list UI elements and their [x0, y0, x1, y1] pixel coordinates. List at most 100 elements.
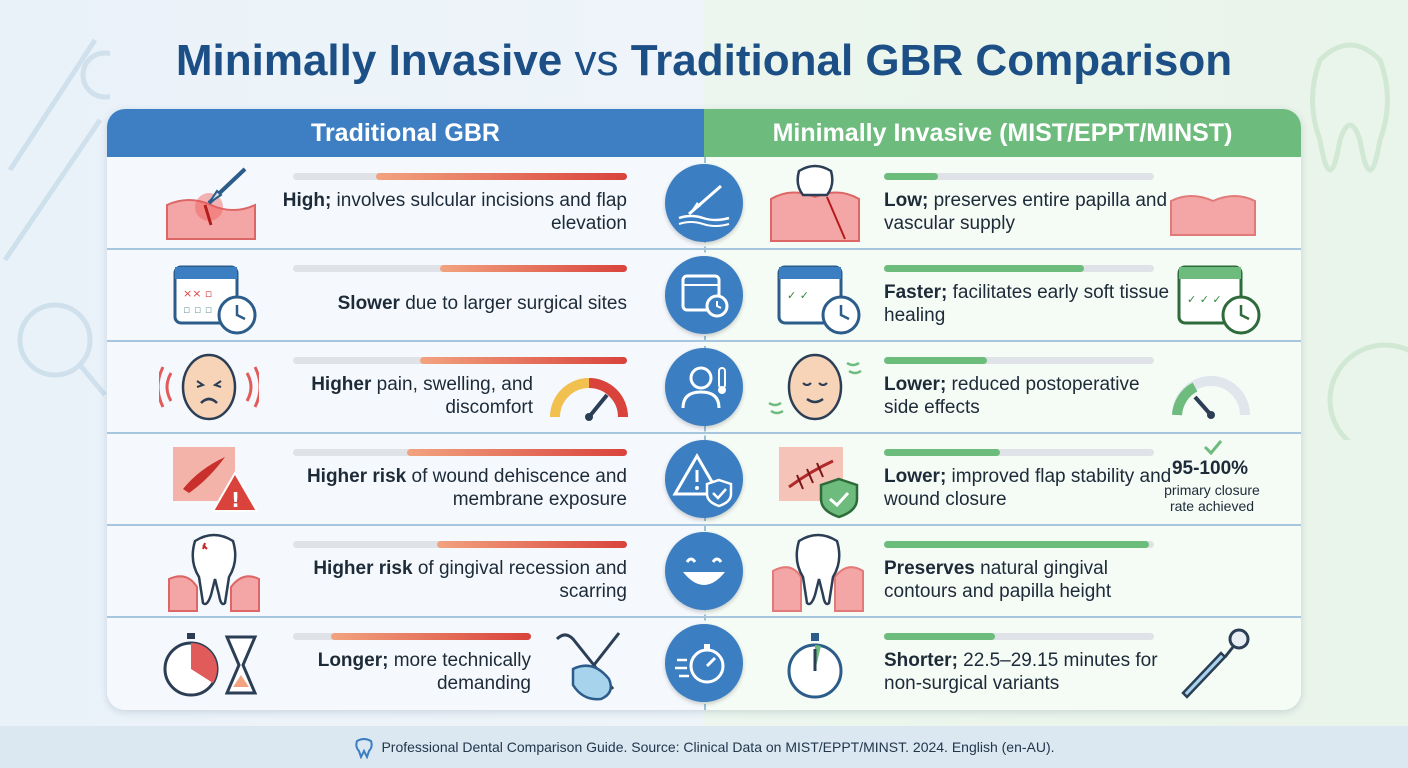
- incision-gum-icon: [166, 167, 256, 240]
- svg-text:▫ ▫ ▫: ▫ ▫ ▫: [183, 303, 212, 316]
- gloved-hand-instrument-icon: [555, 632, 621, 701]
- left-text: Higher risk of gingival recession and sc…: [257, 557, 627, 603]
- center-icon-circle: [665, 256, 743, 334]
- left-rest: pain, swelling, and discomfort: [371, 374, 533, 418]
- right-bold: Low;: [884, 190, 929, 211]
- green-calendar-clock-icon: ✓ ✓ ✓: [1177, 265, 1261, 335]
- right-bold: Lower;: [884, 374, 947, 395]
- left-text: Slower due to larger surgical sites: [257, 292, 627, 315]
- left-bar-track: [293, 265, 627, 272]
- row-pain: Higher pain, swelling, and discomfort: [107, 341, 1301, 433]
- row-divider: [107, 524, 1301, 526]
- right-bar-track: [884, 449, 1154, 456]
- healthy-gum-tooth-icon: [772, 533, 864, 612]
- left-level-bar: [440, 265, 627, 272]
- right-level-bar: [884, 633, 995, 640]
- calendar-clock-center-icon: [681, 274, 729, 318]
- left-bar-track: [293, 541, 627, 548]
- stopwatch-icon: [675, 644, 725, 684]
- row-aesthetics: Higher risk of gingival recession and sc…: [107, 525, 1301, 617]
- footer: Professional Dental Comparison Guide. So…: [0, 726, 1408, 768]
- right-text: Low; preserves entire papilla and vascul…: [884, 189, 1174, 235]
- right-level-bar: [884, 449, 1000, 456]
- stopwatch-hourglass-icon: [163, 633, 258, 697]
- right-text: Lower; improved flap stability and wound…: [884, 465, 1174, 511]
- closure-rate-caption: primary closure rate achieved: [1164, 482, 1260, 514]
- row-procedure-time: Longer; more technically demanding: [107, 617, 1301, 709]
- left-level-bar: [437, 541, 627, 548]
- row-invasiveness: High; involves sulcular incisions and fl…: [107, 157, 1301, 249]
- right-rest: natural gingival contours and papilla he…: [884, 558, 1112, 602]
- background-dental-tools-icon: [2, 38, 110, 397]
- short-stopwatch-icon: [787, 633, 843, 699]
- left-bold: Higher risk: [313, 558, 413, 579]
- row-divider: [107, 616, 1301, 618]
- right-bold: Faster;: [884, 282, 948, 303]
- right-bar-track: [884, 357, 1154, 364]
- right-rest: facilitates early soft tissue healing: [884, 282, 1170, 326]
- intact-papilla-tooth-icon: [770, 164, 860, 242]
- receding-gum-tooth-icon: [168, 533, 260, 612]
- warning-shield-icon: [672, 453, 733, 508]
- left-level-bar: [331, 633, 531, 640]
- title-vs: vs: [574, 36, 619, 85]
- left-bar-track: [293, 449, 627, 456]
- right-rest: reduced postoperative side effects: [884, 374, 1140, 418]
- left-rest: of wound dehiscence and membrane exposur…: [406, 466, 627, 510]
- title-part-traditional: Traditional GBR Comparison: [630, 36, 1233, 85]
- svg-text:!: !: [231, 488, 240, 512]
- left-bold: High;: [282, 190, 332, 211]
- background-tooth-icon: [1310, 42, 1408, 440]
- row-divider: [107, 432, 1301, 434]
- left-rest: of gingival recession and scarring: [412, 558, 627, 602]
- left-bold: Higher risk: [306, 466, 407, 487]
- traditional-gbr-header: Traditional GBR: [107, 109, 704, 157]
- left-text: Higher pain, swelling, and discomfort: [257, 373, 533, 419]
- comparison-panel: Traditional GBR Minimally Invasive (MIST…: [107, 109, 1301, 710]
- svg-text:✓ ✓ ✓: ✓ ✓ ✓: [1187, 293, 1222, 306]
- title-part-minimally-invasive: Minimally Invasive: [175, 36, 563, 85]
- left-rest: more technically demanding: [388, 650, 531, 694]
- center-icon-circle: [665, 624, 743, 702]
- right-bar-track: [884, 265, 1154, 272]
- right-text: Shorter; 22.5–29.15 minutes for non-surg…: [884, 649, 1174, 695]
- right-bold: Preserves: [884, 558, 975, 579]
- left-bar-track: [293, 633, 531, 640]
- right-rest: preserves entire papilla and vascular su…: [884, 190, 1168, 234]
- high-gauge-icon: [550, 378, 628, 421]
- closure-rate-value: 95-100%: [1171, 458, 1249, 479]
- left-rest: due to larger surgical sites: [399, 293, 627, 314]
- right-rest: 22.5–29.15 minutes for non-surgical vari…: [884, 650, 1158, 694]
- smile-icon: [683, 557, 725, 585]
- page-title: Minimally Invasive vs Traditional GBR Co…: [0, 36, 1408, 86]
- left-level-bar: [376, 173, 627, 180]
- center-icon-circle: [665, 164, 743, 242]
- right-level-bar: [884, 173, 938, 180]
- left-bar-track: [293, 357, 627, 364]
- left-text: Longer; more technically demanding: [257, 649, 531, 695]
- center-icon-circle: [665, 348, 743, 426]
- right-level-bar: [884, 265, 1084, 272]
- sutured-wound-shield-icon: [779, 447, 859, 519]
- calendar-clock-icon: ×× ▫ ▫ ▫ ▫: [173, 265, 257, 335]
- checkmark-icon: [1203, 440, 1223, 456]
- calm-face-icon: [768, 353, 862, 421]
- tooth-logo-icon: [355, 738, 374, 760]
- low-gauge-icon: [1172, 376, 1250, 419]
- scalpel-icon: [678, 184, 730, 227]
- right-bar-track: [884, 633, 1154, 640]
- right-level-bar: [884, 357, 987, 364]
- left-level-bar: [420, 357, 627, 364]
- left-bar-track: [293, 173, 627, 180]
- calendar-check-clock-icon: ✓ ✓: [777, 265, 861, 335]
- right-level-bar: [884, 541, 1149, 548]
- row-healing: ×× ▫ ▫ ▫ ▫ Slower due to larger surgical…: [107, 249, 1301, 341]
- patient-thermometer-icon: [681, 366, 726, 409]
- left-bold: Longer;: [317, 650, 389, 671]
- right-text: Faster; facilitates early soft tissue he…: [884, 281, 1174, 327]
- svg-text:✓ ✓: ✓ ✓: [787, 289, 809, 302]
- right-bar-track: [884, 541, 1154, 548]
- dental-mirror-icon: [1181, 628, 1250, 699]
- svg-text:×× ▫: ×× ▫: [183, 287, 212, 300]
- row-divider: [107, 340, 1301, 342]
